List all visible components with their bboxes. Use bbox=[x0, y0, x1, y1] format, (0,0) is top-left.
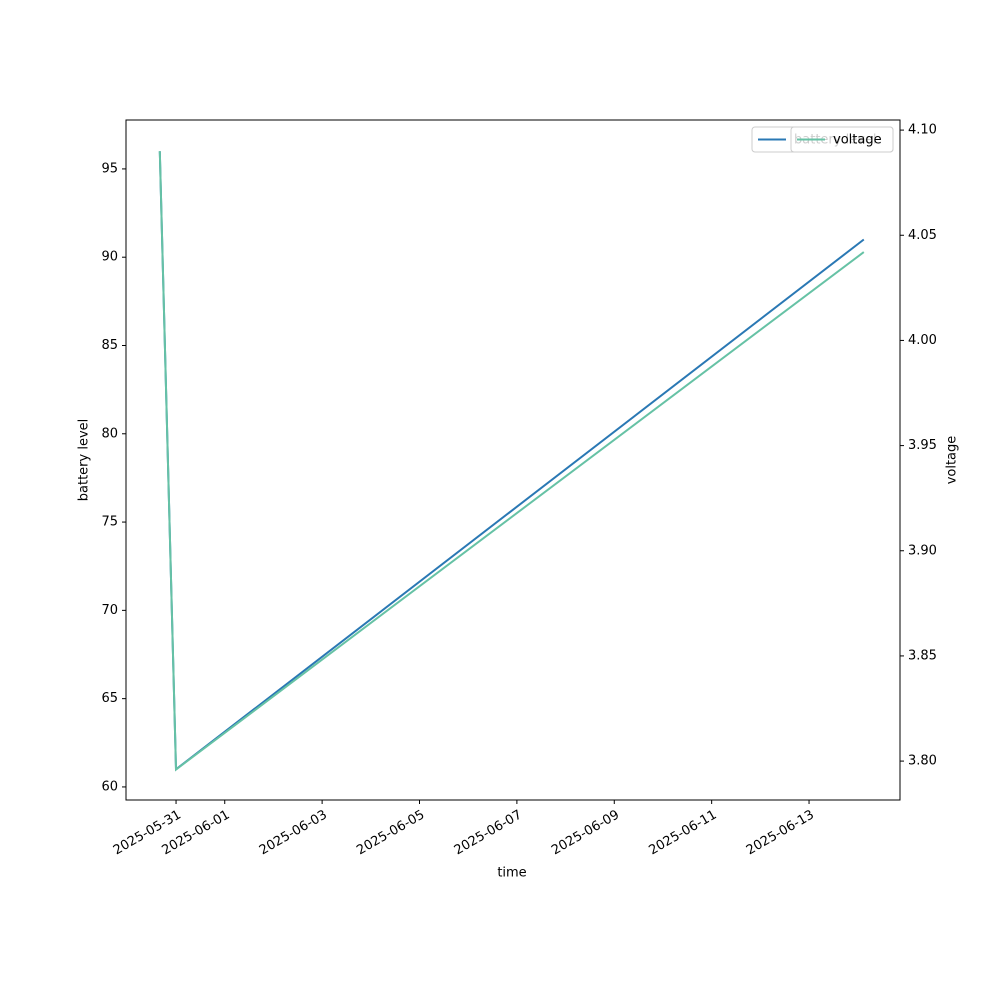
y2-tick-label: 3.90 bbox=[908, 543, 937, 558]
y2-tick-label: 3.85 bbox=[908, 648, 937, 663]
y-tick-label: 80 bbox=[101, 426, 118, 441]
y2-tick-label: 4.00 bbox=[908, 333, 937, 348]
y-tick-label: 75 bbox=[101, 515, 118, 530]
y2-tick-label: 4.10 bbox=[908, 123, 937, 138]
y2-tick-label: 3.95 bbox=[908, 438, 937, 453]
series-line bbox=[158, 151, 865, 772]
y-tick-label: 90 bbox=[101, 250, 118, 265]
x-tick-label: 2025-06-03 bbox=[257, 808, 330, 859]
x-tick-label: 2025-06-07 bbox=[452, 808, 525, 859]
x-tick-label: 2025-06-05 bbox=[354, 808, 427, 859]
y-axis-label: battery level bbox=[77, 419, 92, 502]
x-axis-label: time bbox=[497, 866, 526, 881]
y-tick-label: 95 bbox=[101, 161, 118, 176]
x-tick-label: 2025-06-09 bbox=[549, 808, 622, 859]
y2-tick-label: 3.80 bbox=[908, 754, 937, 769]
y2-tick-label: 4.05 bbox=[908, 228, 937, 243]
y-tick-label: 85 bbox=[101, 338, 118, 353]
x-tick-label: 2025-06-13 bbox=[744, 808, 817, 859]
legend-label: voltage bbox=[833, 133, 882, 148]
y-tick-label: 65 bbox=[101, 691, 118, 706]
series-line bbox=[158, 151, 865, 772]
x-tick-label: 2025-06-11 bbox=[646, 808, 719, 859]
y-tick-label: 60 bbox=[101, 779, 118, 794]
legend-box bbox=[790, 126, 894, 153]
plot-frame bbox=[125, 119, 901, 801]
y-tick-label: 70 bbox=[101, 603, 118, 618]
y2-axis-label: voltage bbox=[945, 436, 960, 485]
